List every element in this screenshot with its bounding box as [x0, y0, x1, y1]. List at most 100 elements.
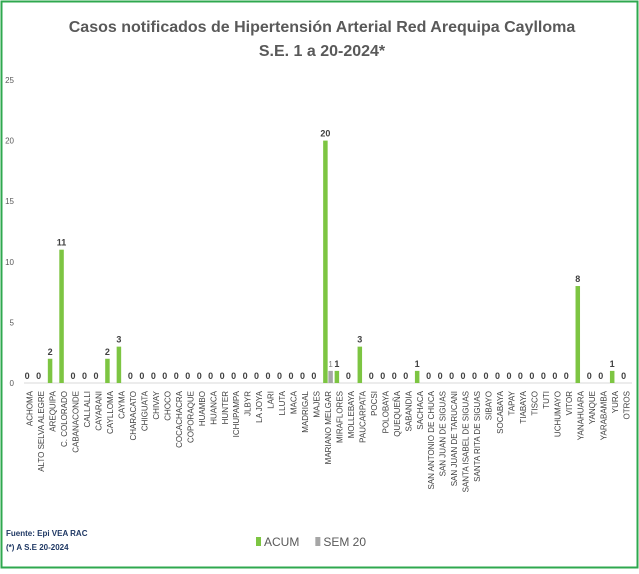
data-label: 8	[575, 274, 580, 284]
x-tick-label: CAYLLOMA	[106, 390, 115, 434]
data-label: 0	[621, 371, 626, 381]
x-tick-label: C. COLORADO	[60, 391, 69, 447]
x-tick-label: CABANACONDE	[72, 391, 81, 453]
data-label: 0	[369, 371, 374, 381]
x-tick-label: MIRAFLORES	[335, 391, 344, 443]
data-label: 0	[185, 371, 190, 381]
data-label: 0	[162, 371, 167, 381]
data-label: 0	[220, 371, 225, 381]
x-tick-label: SAN JUAN DE SIGUAS	[439, 391, 448, 476]
x-tick-label: LA JOYA	[255, 390, 264, 423]
legend-label: ACUM	[264, 535, 299, 549]
x-tick-label: CHIGUATA	[140, 390, 149, 431]
y-tick-label: 20	[5, 137, 14, 146]
data-label: 1	[415, 359, 420, 369]
x-tick-label: CALLALLI	[83, 391, 92, 427]
footnote: (*) A S.E 20-2024	[6, 543, 69, 552]
x-tick-label: AREQUIPA	[49, 390, 58, 431]
x-tick-label: SACHACA	[416, 390, 425, 429]
bar	[116, 346, 122, 383]
x-tick-label: CHOCO	[163, 391, 172, 421]
data-label: 0	[254, 371, 259, 381]
x-tick-label: COCACHACRA	[175, 390, 184, 448]
data-label: 0	[380, 371, 385, 381]
data-label: 0	[587, 371, 592, 381]
x-tick-label: SOCABAYA	[496, 390, 505, 433]
data-label: 0	[564, 371, 569, 381]
data-label: 0	[518, 371, 523, 381]
x-tick-label: UCHUMAYO	[553, 391, 562, 437]
data-label: 0	[483, 371, 488, 381]
x-tick-label: COPORAQUE	[186, 391, 195, 443]
data-label: 0	[392, 371, 397, 381]
y-tick-label: 15	[5, 197, 14, 206]
bar	[334, 370, 340, 383]
data-label: 0	[449, 371, 454, 381]
data-label: 0	[472, 371, 477, 381]
bar	[575, 286, 581, 383]
data-label: 0	[36, 371, 41, 381]
x-tick-label: MOLLEBAYA	[347, 390, 356, 438]
data-label: 0	[139, 371, 144, 381]
x-tick-label: SAN ANTONIO DE CHUCA	[427, 390, 436, 489]
x-tick-label: LLUTA	[278, 390, 287, 415]
x-tick-label: SANTA ISABEL DE SIGUAS	[462, 391, 471, 492]
data-label: 2	[48, 347, 53, 357]
bar	[47, 358, 53, 383]
data-label: 0	[93, 371, 98, 381]
x-tick-label: SIBAYO	[485, 391, 494, 420]
chart-title: Casos notificados de Hipertensión Arteri…	[69, 19, 576, 36]
data-label: 0	[71, 371, 76, 381]
x-tick-label: HUNTER	[221, 391, 230, 425]
x-tick-label: MADRIGAL	[301, 390, 310, 432]
x-tick-label: OTROS	[622, 391, 631, 419]
data-label: 0	[506, 371, 511, 381]
x-tick-label: TAPAY	[508, 390, 517, 415]
x-tick-label: ACHOMA	[26, 390, 35, 426]
data-label: 0	[288, 371, 293, 381]
x-tick-label: MACA	[290, 390, 299, 414]
data-label: 0	[197, 371, 202, 381]
data-label: 11	[57, 238, 67, 248]
x-tick-label: POLOBAYA	[381, 390, 390, 433]
x-tick-label: YARABAMBA	[599, 390, 608, 440]
x-tick-label: LARI	[267, 391, 276, 409]
data-label: 0	[495, 371, 500, 381]
data-label: 0	[529, 371, 534, 381]
data-label: 0	[277, 371, 282, 381]
legend-label: SEM 20	[323, 535, 366, 549]
data-label: 1	[328, 360, 333, 369]
data-label: 0	[243, 371, 248, 381]
x-tick-label: PAUCARPATA	[358, 390, 367, 443]
x-tick-label: YANQUE	[588, 391, 597, 424]
x-tick-label: HUANCA	[209, 390, 218, 424]
data-label: 0	[82, 371, 87, 381]
bar	[357, 346, 363, 383]
legend-swatch	[256, 537, 261, 546]
data-label: 0	[266, 371, 271, 381]
x-tick-label: HUAMBO	[198, 391, 207, 426]
x-tick-label: YANAHUARA	[576, 390, 585, 440]
x-tick-label: ICHUPAMPA	[232, 390, 241, 437]
y-tick-label: 25	[5, 76, 14, 85]
x-tick-label: JLBYR	[244, 391, 253, 416]
data-label: 0	[300, 371, 305, 381]
x-tick-label: CAYARANI	[95, 391, 104, 431]
x-tick-label: TISCO	[530, 391, 539, 415]
y-tick-label: 0	[10, 379, 15, 388]
x-tick-label: CAYMA	[118, 390, 127, 419]
data-label: 3	[116, 335, 121, 345]
data-label: 0	[25, 371, 30, 381]
data-label: 0	[346, 371, 351, 381]
y-tick-label: 10	[5, 258, 14, 267]
x-tick-label: TIABAYA	[519, 390, 528, 423]
data-label: 0	[128, 371, 133, 381]
bar	[105, 358, 110, 383]
data-label: 3	[357, 335, 362, 345]
x-tick-label: ALTO SELVA ALEGRE	[37, 391, 46, 472]
x-tick-label: VITOR	[565, 391, 574, 416]
legend-swatch	[315, 537, 321, 546]
x-tick-label: SABANDIA	[404, 390, 413, 431]
